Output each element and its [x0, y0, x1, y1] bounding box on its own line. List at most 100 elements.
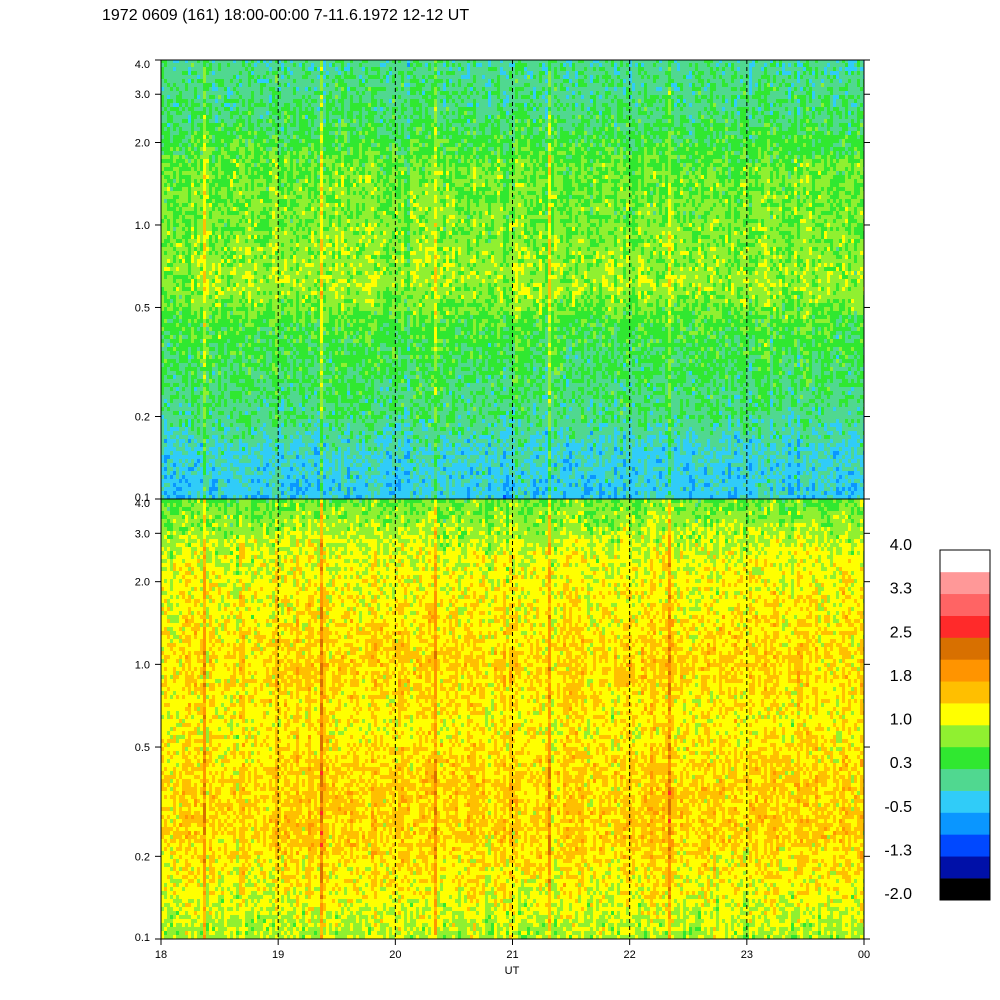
spectrogram-cell	[188, 243, 191, 275]
spectrogram-cell	[197, 219, 200, 235]
spectrogram-cell	[365, 475, 368, 479]
spectrogram-cell	[386, 151, 389, 155]
spectrogram-cell	[368, 415, 371, 423]
spectrogram-cell	[293, 383, 296, 387]
spectrogram-cell	[350, 247, 353, 251]
spectrogram-cell	[161, 107, 164, 111]
spectrogram-cell	[266, 187, 269, 191]
spectrogram-cell	[413, 155, 416, 167]
spectrogram-cell	[251, 415, 254, 427]
spectrogram-cell	[197, 387, 200, 395]
spectrogram-cell	[164, 215, 167, 219]
spectrogram-cell	[278, 275, 281, 279]
spectrogram-cell	[269, 319, 272, 327]
spectrogram-cell	[299, 475, 302, 479]
spectrogram-cell	[191, 343, 194, 355]
spectrogram-cell	[176, 283, 179, 287]
spectrogram-cell	[320, 383, 323, 387]
spectrogram-cell	[329, 63, 332, 67]
spectrogram-cell	[167, 99, 170, 107]
spectrogram-cell	[239, 379, 242, 383]
spectrogram-cell	[203, 327, 206, 339]
spectrogram-cell	[191, 183, 194, 187]
spectrogram-cell	[380, 175, 383, 179]
spectrogram-cell	[335, 471, 338, 483]
spectrogram-cell	[221, 103, 224, 107]
spectrogram-cell	[341, 207, 344, 211]
spectrogram-cell	[338, 339, 341, 343]
spectrogram-cell	[191, 163, 194, 167]
spectrogram-cell	[254, 495, 257, 499]
spectrogram-cell	[353, 91, 356, 103]
spectrogram-cell	[392, 95, 395, 99]
spectrogram-cell	[323, 91, 326, 95]
spectrogram-cell	[323, 447, 326, 451]
spectrogram-cell	[314, 303, 317, 307]
spectrogram-cell	[374, 87, 377, 95]
spectrogram-cell	[242, 60, 245, 67]
spectrogram-cell	[239, 247, 242, 251]
spectrogram-cell	[386, 419, 389, 423]
spectrogram-cell	[350, 63, 353, 67]
spectrogram-cell	[242, 199, 245, 203]
spectrogram-cell	[335, 355, 338, 367]
spectrogram-cell	[173, 339, 176, 347]
spectrogram-cell	[248, 487, 251, 491]
spectrogram-cell	[257, 119, 260, 127]
spectrogram-cell	[284, 219, 287, 223]
spectrogram-cell	[308, 395, 311, 399]
spectrogram-cell	[305, 219, 308, 227]
spectrogram-cell	[293, 263, 296, 279]
spectrogram-cell	[257, 235, 260, 243]
spectrogram-cell	[305, 91, 308, 99]
spectrogram-cell	[389, 103, 392, 119]
spectrogram-cell	[338, 283, 341, 303]
spectrogram-cell	[269, 327, 272, 331]
spectrogram-cell	[233, 60, 236, 63]
spectrogram-cell	[185, 435, 188, 443]
spectrogram-cell	[191, 155, 194, 159]
spectrogram-cell	[194, 367, 197, 379]
spectrogram-cell	[302, 239, 305, 259]
spectrogram-cell	[161, 367, 164, 395]
spectrogram-cell	[170, 203, 173, 207]
spectrogram-cell	[251, 67, 254, 71]
spectrogram-cell	[245, 359, 248, 363]
spectrogram-cell	[416, 207, 419, 219]
spectrogram-cell	[248, 227, 251, 231]
spectrogram-cell	[407, 175, 410, 191]
spectrogram-cell	[299, 227, 302, 267]
spectrogram-cell	[287, 143, 290, 151]
spectrogram-cell	[185, 483, 188, 499]
spectrogram-cell	[179, 215, 182, 239]
spectrogram-cell	[161, 79, 164, 87]
spectrogram-cell	[263, 423, 266, 427]
spectrogram-cell	[302, 235, 305, 239]
spectrogram-cell	[251, 107, 254, 115]
spectrogram-cell	[296, 183, 299, 195]
spectrogram-cell	[341, 443, 344, 491]
spectrogram-cell	[182, 83, 185, 99]
spectrogram-cell	[386, 435, 389, 447]
spectrogram-cell	[368, 183, 371, 223]
spectrogram-cell	[365, 115, 368, 119]
spectrogram-cell	[188, 283, 191, 287]
spectrogram-cell	[368, 123, 371, 127]
spectrogram-cell	[419, 395, 422, 399]
spectrogram-cell	[413, 199, 416, 203]
spectrogram-cell	[284, 151, 287, 155]
spectrogram-cell	[224, 107, 227, 111]
spectrogram-cell	[254, 255, 257, 259]
spectrogram-cell	[326, 451, 329, 459]
spectrogram-cell	[347, 383, 350, 391]
spectrogram-cell	[383, 167, 386, 171]
spectrogram-cell	[230, 203, 233, 211]
spectrogram-cell	[215, 291, 218, 295]
spectrogram-cell	[380, 167, 383, 171]
spectrogram-cell	[293, 495, 296, 499]
spectrogram-cell	[347, 163, 350, 167]
spectrogram-cell	[221, 143, 224, 147]
spectrogram-cell	[245, 387, 248, 391]
spectrogram-cell	[344, 431, 347, 435]
spectrogram-cell	[251, 79, 254, 91]
